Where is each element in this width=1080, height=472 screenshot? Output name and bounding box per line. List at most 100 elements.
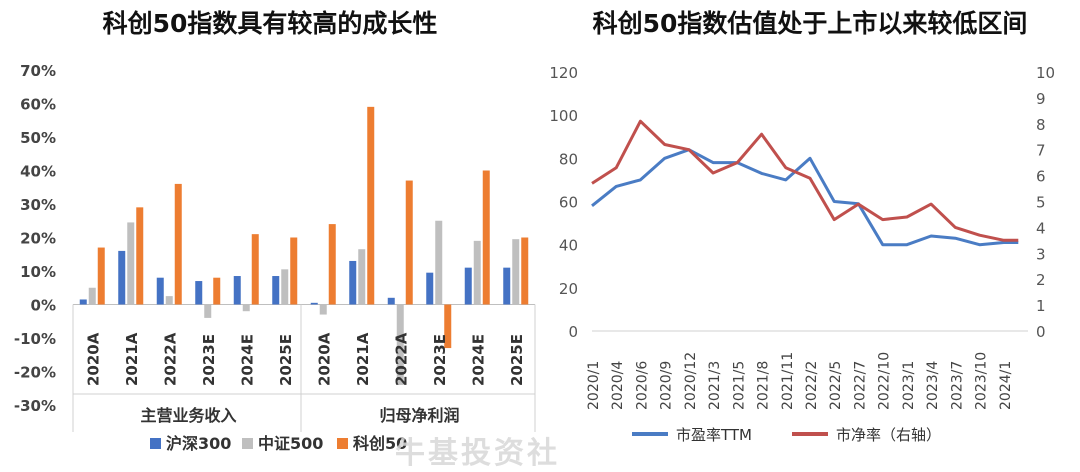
x-tick-label: 2025E [508,334,526,386]
series-line-1 [591,119,1019,242]
x-tick-label: 2024E [238,334,256,386]
left-y-tick-label: 0 [568,323,578,341]
x-tick-label: 2022A [392,332,410,386]
bar-沪深300-7 [349,260,357,305]
bar-中证500-9 [435,220,443,305]
right-y-tick-label: 1 [1036,297,1046,315]
bar-中证500-7 [358,249,366,305]
bar-中证500-3 [204,304,212,318]
right-y-tick-label: 5 [1036,194,1046,212]
x-tick-label: 2021/8 [756,361,772,410]
group-label: 归母净利润 [379,406,459,425]
series-line-0 [591,148,1019,247]
y-tick-label: 60% [20,96,56,114]
x-tick-label: 2024E [469,334,487,386]
x-tick-label: 2021/11 [780,352,796,410]
right-y-tick-label: 2 [1036,271,1046,289]
x-tick-label: 2021A [123,332,141,386]
y-tick-label: -10% [14,330,56,348]
x-tick-label: 2021/5 [731,361,747,410]
bar-科创50-9 [444,304,452,349]
left-y-tick-label: 80 [559,150,578,168]
x-tick-label: 2024/1 [998,361,1014,410]
growth-bar-chart: 70% 60% 50% 40% 30% 20% 10% 0% -10% -20% -30% 2020A… [14,62,536,453]
bar-沪深300-10 [464,267,472,305]
bar-中证500-0 [88,287,96,305]
bar-科创50-10 [482,170,490,305]
x-tick-label: 2021A [354,332,372,386]
bar-科创50-0 [97,247,105,305]
bar-中证500-10 [473,240,481,305]
bar-科创50-6 [328,224,336,305]
right-y-tick-label: 9 [1036,90,1046,108]
x-tick-label: 2022/2 [804,361,820,410]
bar-沪深300-1 [118,250,126,305]
bar-沪深300-2 [156,277,164,305]
right-y-tick-label: 6 [1036,168,1046,186]
left-y-tick-label: 40 [559,237,578,255]
x-tick-label: 2023/4 [925,361,941,410]
x-tick-label: 2020/12 [683,352,699,410]
bar-科创50-7 [367,106,375,305]
bar-沪深300-4 [233,276,241,305]
x-tick-label: 2023E [200,334,218,386]
x-tick-label: 2020A [84,332,102,386]
legend-swatch-沪深300 [150,438,161,449]
bar-沪深300-3 [195,281,203,305]
x-tick-label: 2022/10 [877,352,893,410]
y-tick-label: 50% [20,129,56,147]
watermark-logo: 牛基投资社 [395,436,560,471]
x-tick-label: 2020A [315,332,333,386]
x-tick-label: 2020/9 [659,361,675,410]
bar-科创50-11 [521,237,529,305]
bar-沪深300-6 [310,302,318,305]
x-tick-label: 2025E [277,334,295,386]
right-y-tick-label: 7 [1036,142,1046,160]
group-label: 主营业务收入 [140,406,236,425]
right-y-tick-label: 3 [1036,245,1046,263]
bar-沪深300-5 [272,276,280,305]
bar-中证500-8 [396,304,404,385]
x-tick-label: 2020/4 [610,361,626,410]
left-y-tick-label: 60 [559,194,578,212]
right-y-tick-label: 4 [1036,219,1046,237]
legend-swatch-中证500 [242,438,253,449]
bar-沪深300-8 [387,297,395,305]
x-tick-label: 2020/6 [634,361,650,410]
right-y-tick-label: 0 [1036,323,1046,341]
bar-科创50-5 [290,237,298,305]
x-tick-label: 2023/7 [949,361,965,410]
bar-中证500-2 [165,296,173,305]
bar-科创50-2 [174,183,182,305]
y-tick-label: 20% [20,230,56,248]
legend-label: 科创50 [353,434,407,453]
x-tick-label: 2023E [431,334,449,386]
legend-label: 沪深300 [166,434,231,453]
x-tick-label: 2022A [161,332,179,386]
bar-中证500-6 [319,304,327,315]
left-y-tick-label: 100 [549,107,578,125]
bar-中证500-11 [512,239,520,305]
right-y-tick-label: 8 [1036,116,1046,134]
x-tick-label: 2023/1 [901,361,917,410]
y-tick-label: 30% [20,196,56,214]
y-tick-label: 70% [20,62,56,80]
left-chart-title: 科创50指数具有较高的成长性 [102,9,438,38]
legend-label: 市净率（右轴） [836,426,941,444]
bar-沪深300-11 [503,267,511,305]
bar-中证500-5 [281,269,289,305]
y-tick-label: 0% [31,297,56,315]
bar-科创50-4 [251,234,259,305]
bar-科创50-3 [213,277,221,305]
x-tick-label: 2023/10 [974,352,990,410]
x-tick-label: 2022/7 [852,361,868,410]
y-tick-label: -20% [14,364,56,382]
y-tick-label: 40% [20,163,56,181]
y-tick-label: 10% [20,263,56,281]
right-chart-title: 科创50指数估值处于上市以来较低区间 [592,9,1028,38]
legend-swatch-科创50 [337,438,348,449]
bar-沪深300-9 [426,272,434,305]
legend-label: 中证500 [258,434,323,453]
